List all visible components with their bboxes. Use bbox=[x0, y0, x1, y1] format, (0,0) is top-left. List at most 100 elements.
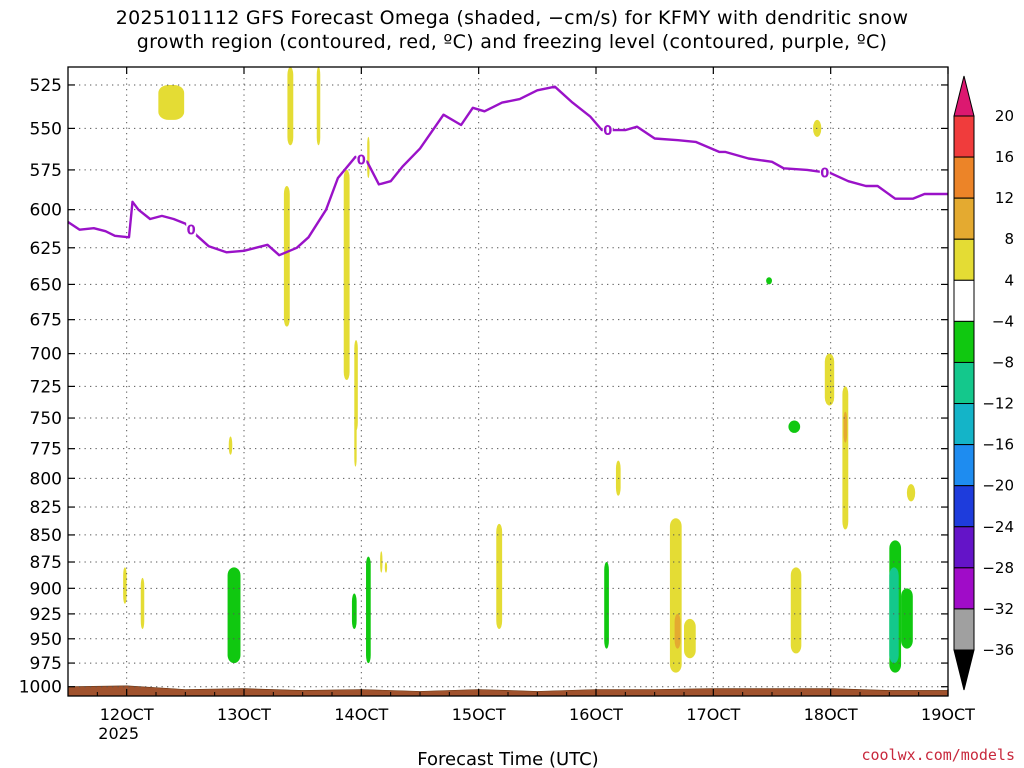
freezing-label-bg-1 bbox=[356, 151, 367, 166]
colorbar-label-5: −4 bbox=[992, 312, 1014, 330]
freezing-label-bg-2 bbox=[602, 122, 613, 137]
y-tick-label-600: 600 bbox=[30, 201, 62, 221]
y-tick-label-525: 525 bbox=[30, 76, 62, 96]
colorbar-swatch-5 bbox=[953, 320, 975, 363]
y-tick-label-575: 575 bbox=[30, 161, 62, 181]
colorbar: 20 16 12 8 4 −4 −8 −12 −16 −20 −24 −28 −32 −36 bbox=[953, 75, 1014, 691]
x-tick-label-17OCT: 17OCT bbox=[686, 705, 740, 724]
x-tick-label-12OCT: 12OCT bbox=[100, 705, 154, 724]
colorbar-swatch-2 bbox=[953, 197, 975, 240]
x-tick-label-18OCT: 18OCT bbox=[804, 705, 858, 724]
omega-cell-21 bbox=[906, 484, 916, 502]
omega-cell-23 bbox=[140, 577, 145, 629]
x-tick-label-13OCT: 13OCT bbox=[217, 705, 271, 724]
colorbar-swatch-6 bbox=[953, 361, 975, 405]
colorbar-label-8: −16 bbox=[982, 436, 1014, 454]
omega-cell-18 bbox=[824, 353, 835, 406]
freezing-level-label-2: 0 bbox=[603, 124, 612, 139]
colorbar-label-6: −8 bbox=[992, 353, 1014, 371]
chart-title-line-2: growth region (contoured, red, ºC) and f… bbox=[136, 31, 888, 53]
omega-cell-22 bbox=[123, 567, 127, 604]
omega-cell-28 bbox=[384, 562, 388, 573]
colorbar-swatch-4 bbox=[953, 279, 975, 322]
colorbar-swatch-3 bbox=[953, 238, 975, 281]
x-tick-label-15OCT: 15OCT bbox=[452, 705, 506, 724]
colorbar-swatch-9 bbox=[953, 485, 975, 528]
colorbar-label-4: 4 bbox=[1004, 271, 1014, 289]
y-tick-label-900: 900 bbox=[30, 579, 62, 599]
y-tick-label-750: 750 bbox=[30, 409, 62, 429]
omega-cell-4 bbox=[343, 169, 350, 380]
omega-cell-32 bbox=[901, 588, 913, 649]
omega-cell-19 bbox=[842, 386, 849, 530]
colorbar-swatch-8 bbox=[953, 444, 975, 487]
omega-shading-layer bbox=[123, 67, 916, 673]
colorbar-label-12: −32 bbox=[982, 600, 1014, 618]
y-tick-label-950: 950 bbox=[30, 630, 62, 650]
freezing-level-label-3: 0 bbox=[820, 166, 829, 181]
colorbar-label-1: 16 bbox=[995, 148, 1014, 166]
omega-cell-27 bbox=[380, 551, 383, 573]
colorbar-label-13: −36 bbox=[982, 641, 1014, 659]
plot-frame bbox=[67, 66, 949, 697]
omega-cell-8 bbox=[228, 436, 233, 455]
surface-terrain bbox=[67, 685, 949, 697]
omega-cell-11 bbox=[669, 518, 682, 673]
surface-layer bbox=[67, 685, 949, 697]
omega-cell-7 bbox=[367, 136, 370, 179]
colorbar-label-2: 12 bbox=[995, 189, 1014, 207]
colorbar-swatch-7 bbox=[953, 403, 975, 446]
y-tick-label-700: 700 bbox=[30, 345, 62, 365]
omega-cell-1 bbox=[287, 67, 294, 146]
credit-link[interactable]: coolwx.com/models bbox=[861, 746, 1015, 764]
colorbar-swatch-12 bbox=[953, 608, 975, 651]
freezing-level-label-1: 0 bbox=[357, 153, 366, 168]
y-tick-label-925: 925 bbox=[30, 605, 62, 625]
freezing-level-label-0: 0 bbox=[187, 224, 196, 239]
x-axis-title: Forecast Time (UTC) bbox=[417, 749, 598, 768]
y-tick-label-725: 725 bbox=[30, 377, 62, 397]
colorbar-label-7: −12 bbox=[982, 395, 1014, 413]
freezing-level-layer: 0 0 0 0 bbox=[67, 85, 948, 257]
y-tick-label-625: 625 bbox=[30, 239, 62, 259]
colorbar-label-10: −24 bbox=[982, 518, 1014, 536]
axes-layer: 525 550 575 600 625 650 675 700 725 750 775 800 825 8… bbox=[19, 66, 975, 743]
y-tick-label-850: 850 bbox=[30, 526, 62, 546]
omega-cell-14 bbox=[766, 277, 772, 285]
omega-cell-31 bbox=[889, 567, 899, 664]
omega-cell-29 bbox=[604, 562, 609, 649]
x-tick-label-19OCT: 19OCT bbox=[921, 705, 975, 724]
y-tick-label-825: 825 bbox=[30, 498, 62, 518]
omega-cell-20 bbox=[843, 411, 848, 443]
omega-cell-3 bbox=[283, 186, 290, 327]
colorbar-swatch-11 bbox=[953, 567, 975, 610]
y-tick-label-975: 975 bbox=[30, 654, 62, 674]
colorbar-label-0: 20 bbox=[995, 107, 1014, 125]
omega-cell-2 bbox=[316, 67, 321, 146]
omega-cell-9 bbox=[496, 523, 503, 629]
colorbar-label-11: −28 bbox=[982, 559, 1014, 577]
omega-cell-26 bbox=[366, 556, 371, 664]
x-tick-label-16OCT: 16OCT bbox=[569, 705, 623, 724]
colorbar-bottom-arrow bbox=[953, 649, 975, 691]
omega-cell-0 bbox=[158, 84, 185, 120]
omega-cell-25 bbox=[351, 593, 357, 629]
y-tick-label-650: 650 bbox=[30, 275, 62, 295]
omega-cell-5 bbox=[354, 340, 358, 431]
y-tick-label-1000: 1000 bbox=[19, 678, 62, 698]
chart-title-line-1: 2025101112 GFS Forecast Omega (shaded, −… bbox=[115, 7, 909, 29]
y-tick-label-775: 775 bbox=[30, 440, 62, 460]
freezing-label-bg-3 bbox=[819, 164, 830, 179]
colorbar-top-arrow bbox=[953, 75, 975, 117]
colorbar-swatch-10 bbox=[953, 526, 975, 569]
colorbar-swatch-1 bbox=[953, 156, 975, 199]
freezing-label-bg-0 bbox=[186, 221, 197, 236]
y-tick-label-800: 800 bbox=[30, 469, 62, 489]
x-tick-sublabel-12OCT: 2025 bbox=[98, 724, 139, 743]
colorbar-swatch-0 bbox=[953, 115, 975, 158]
y-tick-label-675: 675 bbox=[30, 311, 62, 331]
grid-layer bbox=[68, 67, 949, 696]
colorbar-label-3: 8 bbox=[1004, 230, 1014, 248]
y-tick-label-875: 875 bbox=[30, 553, 62, 573]
